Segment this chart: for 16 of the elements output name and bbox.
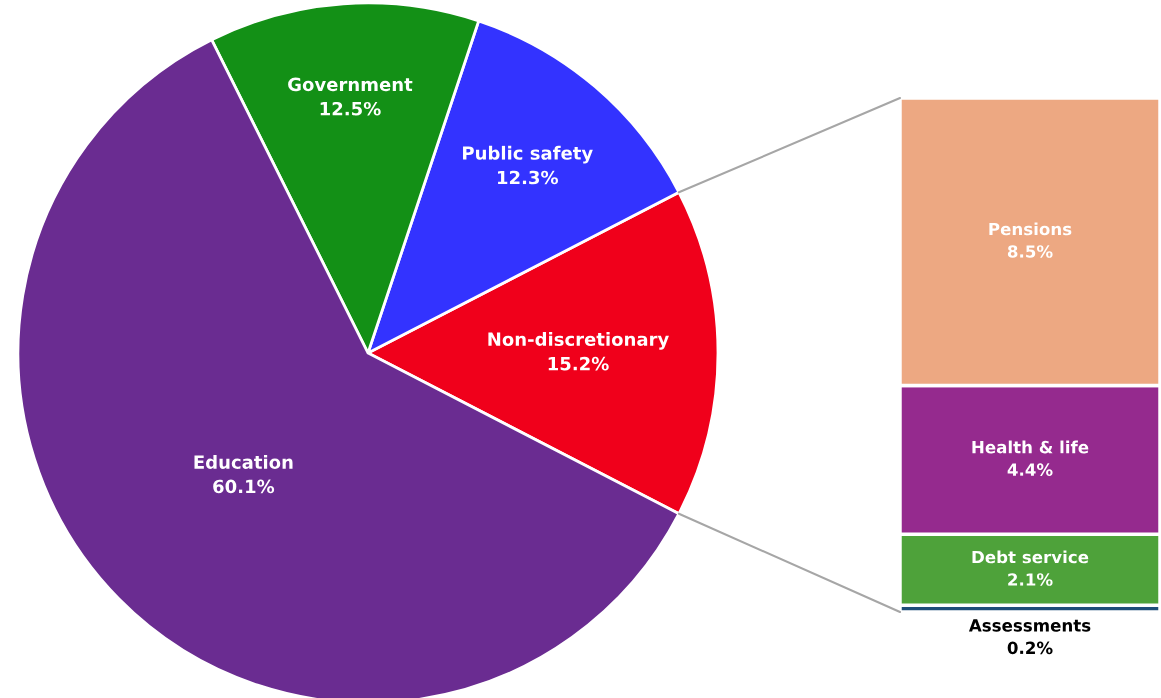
data-label: 15.2% <box>548 356 609 371</box>
series-label: Health & life <box>972 440 1089 454</box>
data-label: 60.1% <box>213 479 275 494</box>
series-label: Assessments <box>968 619 1091 632</box>
series-label: Debt service <box>972 550 1089 564</box>
data-label: 0.2% <box>1007 641 1053 655</box>
slice-label: Education <box>194 454 293 469</box>
data-label: 12.3% <box>497 170 559 185</box>
slice-label: Non-discretionary <box>488 332 669 350</box>
series-label: Pensions <box>989 222 1072 236</box>
data-label: 12.5% <box>320 101 381 116</box>
data-label: 8.5% <box>1007 245 1053 258</box>
slice-label: Public safety <box>463 145 593 164</box>
data-label: 4.4% <box>1007 463 1053 476</box>
slice-label: Government <box>288 77 413 92</box>
data-label: 2.1% <box>1008 573 1053 586</box>
